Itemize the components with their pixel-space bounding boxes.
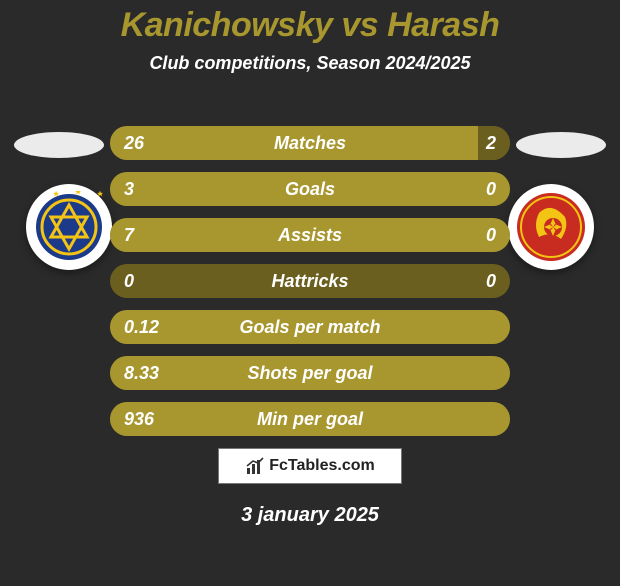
stat-label: Goals per match [239,317,380,338]
brand-badge[interactable]: FcTables.com [218,448,402,484]
page-title: Kanichowsky vs Harash [0,6,620,45]
stat-row: 936 Min per goal [110,402,510,436]
subtitle: Club competitions, Season 2024/2025 [0,53,620,74]
stat-row: 7 0 Assists [110,218,510,252]
stat-value-left: 26 [124,133,144,154]
maccabi-logo-icon [33,191,105,263]
stat-row: 3 0 Goals [110,172,510,206]
ashdod-logo-icon [515,191,587,263]
stat-value-left: 0 [124,271,134,292]
team-logo-left [26,184,112,270]
stat-value-left: 7 [124,225,134,246]
stat-label: Goals [285,179,335,200]
stat-value-left: 8.33 [124,363,159,384]
stat-label: Matches [274,133,346,154]
stat-value-right: 0 [486,271,496,292]
stat-row: 0 0 Hattricks [110,264,510,298]
stat-label: Hattricks [271,271,348,292]
stat-label: Assists [278,225,342,246]
logo-shadow-right [516,132,606,158]
stat-label: Min per goal [257,409,363,430]
stat-value-left: 3 [124,179,134,200]
stat-label: Shots per goal [247,363,372,384]
stats-panel: 26 2 Matches 3 0 Goals 7 0 Assists 0 0 Hattricks 0.1… [110,126,510,448]
stat-value-right: 0 [486,179,496,200]
stat-row: 0.12 Goals per match [110,310,510,344]
brand-text: FcTables.com [269,457,375,475]
stat-row: 26 2 Matches [110,126,510,160]
stat-value-left: 0.12 [124,317,159,338]
stat-value-right: 0 [486,225,496,246]
stat-row: 8.33 Shots per goal [110,356,510,390]
team-logo-right [508,184,594,270]
date-text: 3 january 2025 [241,504,379,527]
stat-value-right: 2 [486,133,496,154]
stat-value-left: 936 [124,409,154,430]
chart-icon [245,456,265,476]
logo-shadow-left [14,132,104,158]
